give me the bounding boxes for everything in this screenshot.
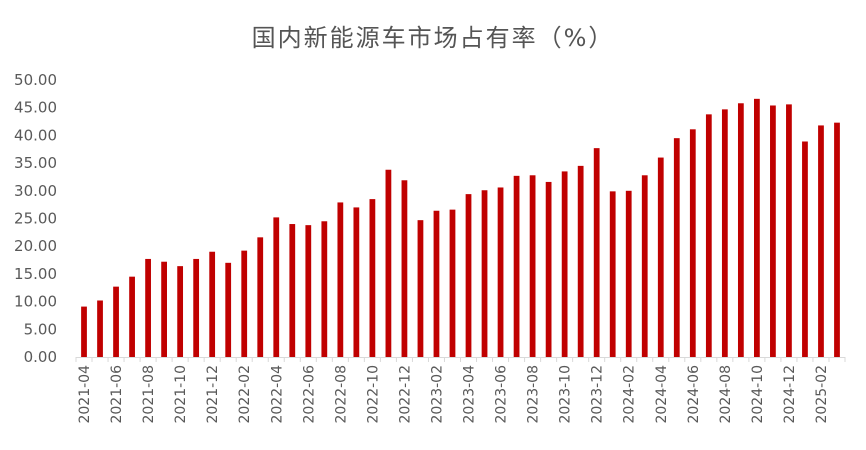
bar-2023-09 <box>545 181 552 357</box>
x-tick-label: 2021-10 <box>173 365 189 424</box>
bar-2024-03 <box>641 175 648 357</box>
bar-2023-05 <box>481 190 488 357</box>
bar-2022-04 <box>273 217 280 357</box>
bar-2022-09 <box>353 207 360 357</box>
x-tick-label: 2021-06 <box>109 365 125 424</box>
y-tick-label: 35.00 <box>14 154 57 172</box>
bar-2023-01 <box>417 220 424 357</box>
bar-2025-02 <box>818 125 824 357</box>
bar-2024-10 <box>754 98 760 357</box>
x-tick-label: 2023-08 <box>526 365 542 424</box>
bar-2022-10 <box>369 199 376 357</box>
x-tick-label: 2023-10 <box>558 365 574 424</box>
x-axis-ticks <box>75 357 846 362</box>
x-tick-label: 2022-08 <box>333 365 349 424</box>
x-tick-label: 2022-02 <box>237 365 253 424</box>
x-tick-label: 2023-12 <box>590 365 606 424</box>
x-tick-label: 2021-08 <box>141 365 157 424</box>
x-tick-label: 2021-12 <box>205 365 221 424</box>
bar-2024-06 <box>689 129 696 357</box>
y-tick-label: 50.00 <box>14 71 57 89</box>
x-tick-label: 2024-08 <box>718 365 734 424</box>
bar-2024-05 <box>673 138 680 357</box>
bar-2021-07 <box>129 276 135 357</box>
bar-2021-12 <box>209 251 216 357</box>
bar-2021-05 <box>97 300 103 357</box>
bar-series <box>81 98 840 358</box>
bar-2024-09 <box>737 103 744 357</box>
x-tick-label: 2024-04 <box>654 365 670 424</box>
y-tick-label: 10.00 <box>14 293 57 311</box>
y-tick-label: 5.00 <box>24 320 57 338</box>
bar-2023-04 <box>465 194 472 357</box>
bar-2024-08 <box>721 109 728 357</box>
y-tick-label: 0.00 <box>24 348 57 366</box>
bar-2022-01 <box>225 262 232 357</box>
bar-2021-06 <box>113 286 119 357</box>
x-tick-label: 2025-02 <box>814 365 830 424</box>
bar-2024-11 <box>770 105 776 357</box>
bar-2021-10 <box>177 266 184 357</box>
bar-2024-02 <box>625 190 632 357</box>
bar-2022-08 <box>337 202 344 357</box>
x-tick-label: 2021-04 <box>77 365 93 424</box>
x-tick-label: 2022-10 <box>365 365 381 424</box>
bar-2023-06 <box>497 187 504 357</box>
y-tick-label: 20.00 <box>14 237 57 255</box>
x-tick-label: 2022-04 <box>269 365 285 424</box>
x-tick-label: 2024-10 <box>750 365 766 424</box>
bar-2025-01 <box>802 141 808 357</box>
x-tick-label: 2024-12 <box>782 365 798 424</box>
bar-2023-02 <box>433 210 440 357</box>
x-axis: 2021-04 2021-06 2021-08 2021-10 2021-12 2022-… <box>77 365 830 424</box>
x-tick-label: 2022-06 <box>301 365 317 424</box>
x-tick-label: 2024-02 <box>622 365 638 424</box>
bar-2022-11 <box>385 169 392 357</box>
bar-2022-06 <box>305 225 312 357</box>
bar-2021-04 <box>81 306 87 357</box>
chart-title: 国内新能源车市场占有率（%） <box>251 24 615 52</box>
bar-2021-09 <box>161 261 167 357</box>
bar-2022-03 <box>257 237 264 357</box>
x-tick-label: 2023-04 <box>462 365 478 424</box>
y-tick-label: 45.00 <box>14 99 57 117</box>
bar-2024-04 <box>657 157 664 357</box>
y-tick-label: 15.00 <box>14 265 57 283</box>
x-tick-label: 2022-12 <box>397 365 413 424</box>
bar-2023-08 <box>529 175 536 357</box>
bar-2024-07 <box>705 114 712 358</box>
bar-2021-08 <box>145 258 151 357</box>
bar-2022-07 <box>321 221 328 357</box>
bar-2023-11 <box>577 165 584 357</box>
bar-2021-11 <box>193 258 200 357</box>
bar-2023-03 <box>449 209 456 357</box>
x-tick-label: 2023-06 <box>494 365 510 424</box>
bar-2023-12 <box>593 148 600 357</box>
bar-2023-10 <box>561 171 568 357</box>
bar-2025-03 <box>834 122 840 358</box>
y-axis: 0.00 5.00 10.00 15.00 20.00 25.00 30.00 35.00 40… <box>14 71 57 366</box>
bar-2022-12 <box>401 180 408 357</box>
bar-2022-05 <box>289 224 296 357</box>
bar-2022-02 <box>241 250 248 357</box>
bar-2023-07 <box>513 175 520 357</box>
x-tick-label: 2023-02 <box>429 365 445 424</box>
bar-2024-01 <box>609 191 616 357</box>
y-tick-label: 30.00 <box>14 182 57 200</box>
y-tick-label: 25.00 <box>14 210 57 228</box>
bar-2024-12 <box>786 104 792 357</box>
y-tick-label: 40.00 <box>14 126 57 144</box>
x-tick-label: 2024-06 <box>686 365 702 424</box>
